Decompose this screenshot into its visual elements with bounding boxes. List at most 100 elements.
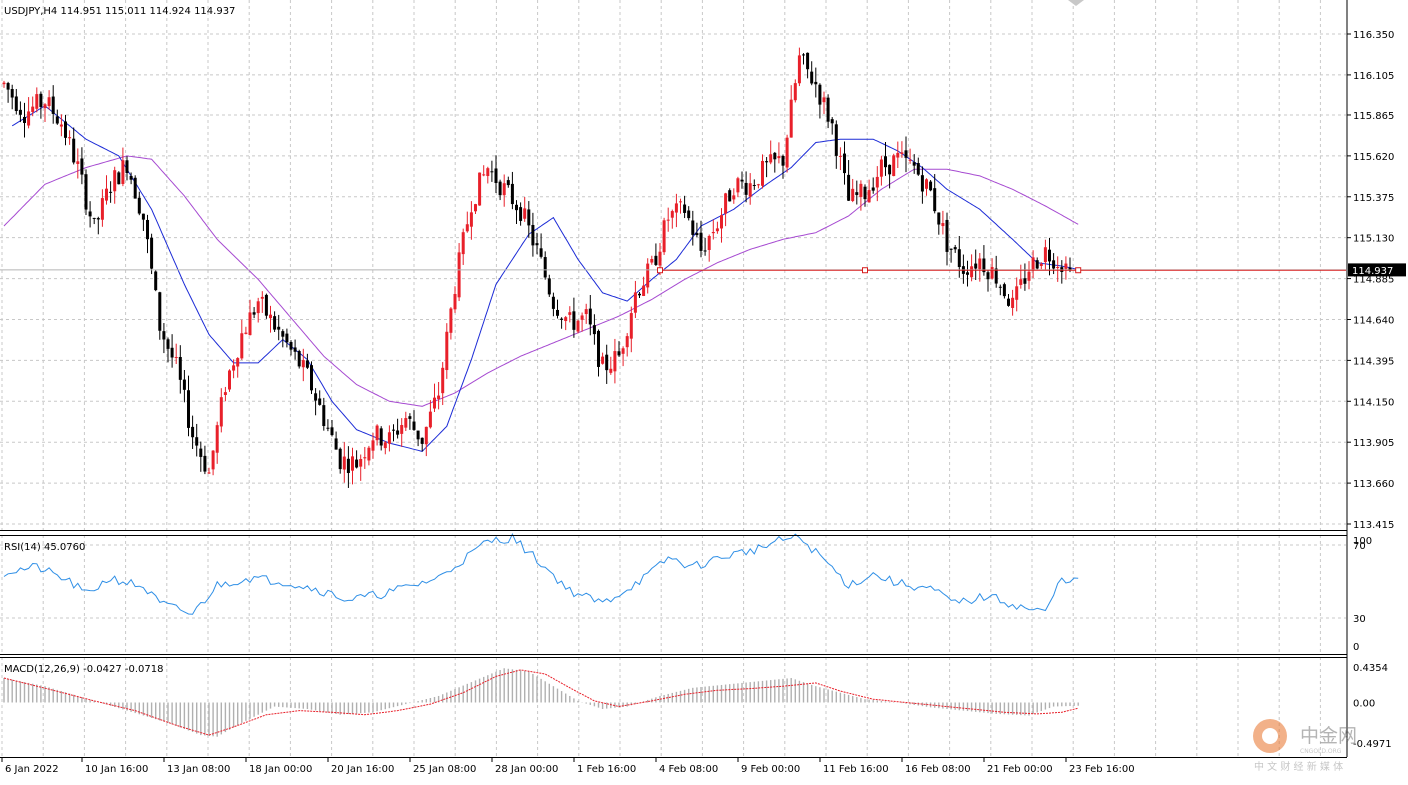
candle-body — [379, 428, 383, 446]
ma-slow-line — [3, 155, 1079, 407]
candle-body — [732, 195, 736, 200]
candle-body — [724, 193, 728, 214]
candle-body — [802, 54, 805, 56]
time-axis: 6 Jan 2022 10 Jan 16:00 13 Jan 08:00 18 Jan… — [1, 758, 1135, 775]
candle-body — [1064, 263, 1068, 269]
candle-body — [474, 204, 477, 212]
scroll-marker-icon[interactable] — [1068, 0, 1084, 6]
macd-title: MACD(12,26,9) -0.0427 -0.0718 — [4, 664, 164, 675]
candle-body — [1023, 278, 1027, 284]
candle-body — [871, 187, 875, 191]
price-tick-label: 114.640 — [1353, 315, 1394, 326]
candle-body — [966, 272, 969, 275]
candle-body — [810, 71, 814, 84]
candle-body — [256, 301, 260, 314]
candle-body — [240, 333, 244, 359]
rsi-level-label: 70 — [1353, 541, 1366, 552]
candle-body — [654, 255, 658, 265]
candle-body — [305, 360, 309, 368]
candle-body — [314, 393, 318, 401]
candle-body — [933, 188, 937, 212]
candle-body — [207, 472, 211, 474]
candle-body — [916, 163, 920, 175]
candle-body — [756, 184, 760, 186]
candle-body — [588, 308, 592, 325]
candle-body — [703, 250, 707, 252]
candle-body — [154, 271, 158, 291]
brand-logo-inner-icon — [1262, 728, 1278, 744]
candle-body — [113, 170, 117, 192]
candle-body — [863, 186, 867, 200]
candle-body — [293, 347, 297, 352]
candle-body — [941, 223, 945, 227]
price-tick-label: 113.905 — [1353, 438, 1394, 449]
candle-body — [150, 237, 154, 269]
rsi-level-label: 0 — [1353, 642, 1359, 653]
candle-body — [970, 266, 974, 278]
candle-body — [1019, 279, 1023, 285]
candle-body — [912, 162, 916, 166]
brand-name: 中金网 — [1300, 725, 1357, 747]
price-tick-label: 114.395 — [1353, 356, 1394, 367]
candle-body — [744, 182, 748, 195]
candle-body — [47, 97, 51, 107]
candle-body — [699, 232, 703, 251]
candle-body — [334, 438, 338, 450]
candle-body — [182, 379, 186, 390]
candle-body — [297, 351, 301, 367]
candle-body — [121, 160, 125, 184]
time-tick-label: 21 Feb 00:00 — [987, 764, 1053, 775]
trend-line-anchor-icon[interactable] — [657, 267, 663, 274]
candle-body — [785, 137, 789, 168]
trend-line-anchor-icon[interactable] — [862, 267, 868, 274]
candle-body — [1027, 271, 1031, 281]
candle-body — [236, 358, 240, 367]
candle-body — [486, 168, 490, 177]
candle-body — [412, 421, 416, 430]
candle-body — [18, 109, 22, 115]
candle-body — [59, 124, 63, 127]
time-tick-label: 16 Feb 08:00 — [905, 764, 971, 775]
time-tick-label: 25 Jan 08:00 — [413, 764, 476, 775]
candle-body — [797, 55, 801, 84]
candle-body — [679, 201, 682, 203]
candle-body — [277, 326, 281, 330]
grid — [0, 0, 1346, 757]
candle-body — [178, 357, 182, 380]
candle-body — [441, 367, 445, 394]
candle-body — [31, 106, 35, 112]
candle-body — [330, 427, 334, 436]
price-tick-label: 115.865 — [1353, 111, 1394, 122]
candle-body — [420, 437, 424, 444]
candle-body — [211, 450, 215, 470]
candle-body — [68, 137, 72, 139]
candle-body — [908, 159, 912, 161]
candle-body — [879, 159, 883, 177]
candle-body — [187, 390, 190, 428]
main-chart-title: USDJPY,H4 114.951 115.011 114.924 114.93… — [4, 6, 235, 17]
candle-body — [1011, 297, 1015, 308]
candle-body — [498, 181, 502, 196]
candle-body — [818, 84, 822, 105]
candle-body — [453, 293, 457, 310]
time-tick-label: 9 Feb 00:00 — [741, 764, 800, 775]
candle-body — [359, 458, 363, 467]
candle-body — [248, 312, 252, 336]
candle-body — [199, 448, 203, 457]
candle-body — [96, 218, 100, 220]
price-tick-label: 115.375 — [1353, 193, 1394, 204]
candle-body — [633, 292, 637, 313]
candle-body — [146, 219, 149, 240]
trend-line-anchor-icon[interactable] — [1075, 267, 1082, 274]
candle-body — [793, 83, 797, 101]
candle-body — [191, 426, 195, 438]
candle-body — [859, 183, 863, 198]
panel-frames — [0, 0, 1348, 758]
candle-body — [14, 96, 18, 112]
candle-body — [535, 243, 539, 246]
candle-body — [461, 232, 465, 255]
price-tick-label: 113.660 — [1353, 479, 1394, 490]
candle-body — [437, 395, 441, 399]
